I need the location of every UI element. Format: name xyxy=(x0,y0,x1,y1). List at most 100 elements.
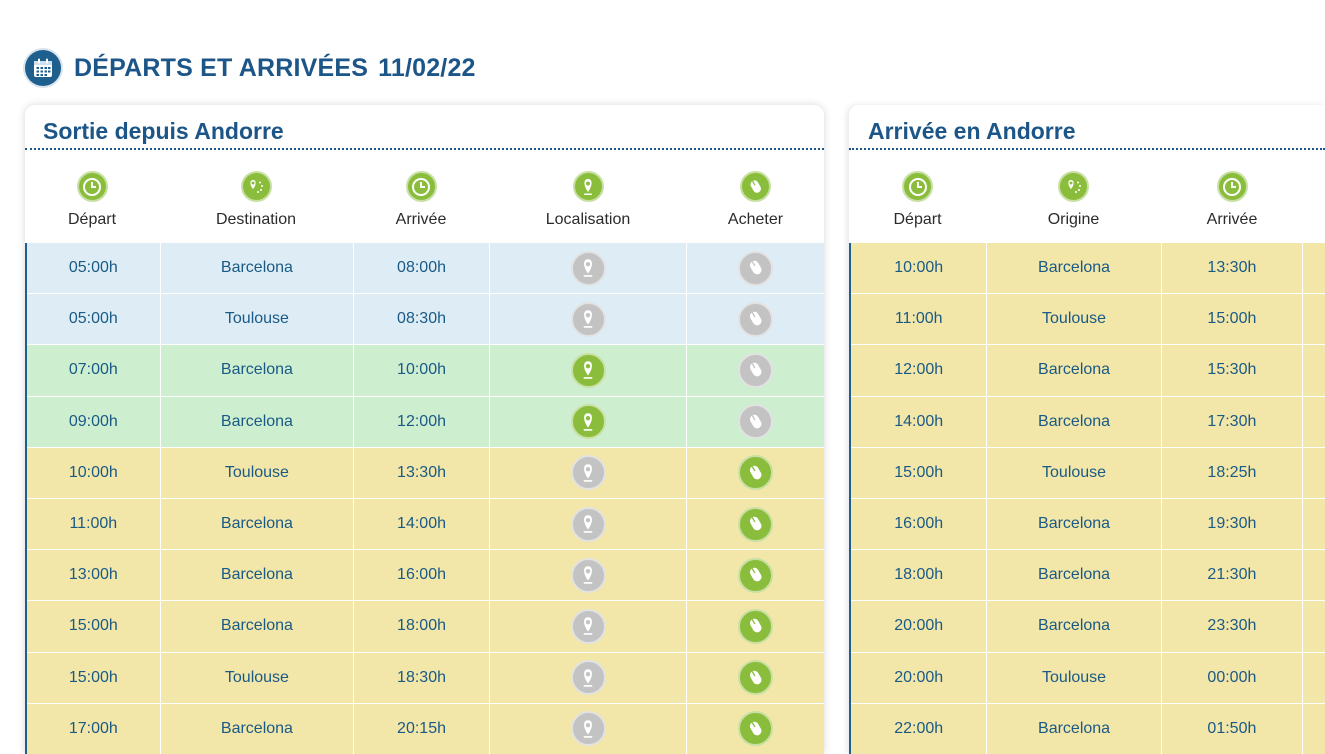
location-cell xyxy=(490,703,688,754)
mouse-icon[interactable] xyxy=(738,557,774,593)
mouse-icon[interactable] xyxy=(738,506,774,542)
departures-panel: Sortie depuis Andorre Départ Destination… xyxy=(25,105,824,754)
destination: Barcelona xyxy=(161,498,355,550)
buy-cell xyxy=(687,704,824,754)
depart-time: 20:00h xyxy=(851,652,988,703)
depart-time: 07:00h xyxy=(27,345,161,396)
location-pin-icon[interactable] xyxy=(570,557,606,593)
table-row: 13:00h Barcelona 16:00h xyxy=(27,550,824,602)
arrival-time: 16:00h xyxy=(354,550,490,601)
clock-icon xyxy=(902,171,933,202)
mouse-icon[interactable] xyxy=(738,301,774,337)
buy-cell xyxy=(687,397,824,447)
location-pin-icon[interactable] xyxy=(570,506,606,542)
truncated-cell xyxy=(1303,448,1325,498)
destination: Barcelona xyxy=(161,550,355,601)
destination: Toulouse xyxy=(161,652,355,703)
location-cell xyxy=(490,345,688,396)
arrival-time: 23:30h xyxy=(1162,601,1304,652)
location-cell xyxy=(490,601,688,652)
arrival-time: 19:30h xyxy=(1162,498,1304,550)
route-icon xyxy=(240,171,272,202)
header-depart-label: Départ xyxy=(893,211,942,228)
depart-time: 15:00h xyxy=(851,447,988,498)
header-origine-label: Origine xyxy=(1047,211,1100,228)
destination: Toulouse xyxy=(161,294,355,345)
depart-time: 10:00h xyxy=(27,447,161,498)
depart-time: 17:00h xyxy=(27,703,161,754)
departures-header-row: Départ Destination Arrivée Localisation … xyxy=(25,150,824,243)
buy-cell xyxy=(687,499,824,549)
location-pin-icon[interactable] xyxy=(570,711,606,747)
origin: Barcelona xyxy=(987,601,1162,652)
header-arrivee: Arrivée xyxy=(1161,150,1303,243)
mouse-icon[interactable] xyxy=(738,352,774,388)
truncated-cell xyxy=(1303,601,1325,651)
arrival-time: 15:00h xyxy=(1162,294,1304,345)
header-origine: Origine xyxy=(986,150,1161,243)
location-cell xyxy=(490,396,688,447)
arrival-time: 08:30h xyxy=(354,294,490,345)
truncated-cell xyxy=(1303,345,1325,395)
mouse-icon[interactable] xyxy=(738,711,774,747)
location-pin-icon[interactable] xyxy=(570,608,606,644)
origin: Barcelona xyxy=(987,703,1162,754)
table-row: 18:00h Barcelona 21:30h xyxy=(851,550,1325,602)
buy-cell xyxy=(687,550,824,600)
origin: Barcelona xyxy=(987,345,1162,396)
mouse-icon[interactable] xyxy=(738,660,774,696)
clock-icon xyxy=(1216,171,1248,202)
departures-title: Sortie depuis Andorre xyxy=(25,105,824,150)
mouse-icon xyxy=(740,171,771,202)
header-destination-label: Destination xyxy=(215,211,297,228)
arrival-time: 21:30h xyxy=(1162,550,1304,601)
location-cell xyxy=(490,243,688,294)
table-row: 12:00h Barcelona 15:30h xyxy=(851,345,1325,397)
arrival-time: 10:00h xyxy=(354,345,490,396)
destination: Barcelona xyxy=(161,601,355,652)
depart-time: 11:00h xyxy=(851,294,988,345)
arrival-time: 12:00h xyxy=(354,396,490,447)
buy-cell xyxy=(687,653,824,703)
arrival-time: 13:30h xyxy=(354,447,490,498)
header-depart: Départ xyxy=(25,150,159,243)
arrival-time: 14:00h xyxy=(354,498,490,550)
location-pin-icon[interactable] xyxy=(570,660,606,696)
arrival-time: 15:30h xyxy=(1162,345,1304,396)
buy-cell xyxy=(687,448,824,498)
arrivals-table-body: 10:00h Barcelona 13:30h 11:00h Toulouse 15:00… xyxy=(849,243,1325,754)
location-cell xyxy=(490,652,688,703)
mouse-icon[interactable] xyxy=(738,608,774,644)
table-row: 10:00h Toulouse 13:30h xyxy=(27,447,824,499)
buy-cell xyxy=(687,243,824,293)
origin: Barcelona xyxy=(987,396,1162,447)
location-pin-icon[interactable] xyxy=(570,250,606,286)
location-pin-icon[interactable] xyxy=(570,455,606,491)
header-depart: Départ xyxy=(849,150,986,243)
table-row: 15:00h Toulouse 18:30h xyxy=(27,652,824,704)
arrival-time: 13:30h xyxy=(1162,243,1304,294)
mouse-icon[interactable] xyxy=(738,404,774,440)
table-row: 11:00h Toulouse 15:00h xyxy=(851,294,1325,346)
page-header: DÉPARTS ET ARRIVÉES 11/02/22 xyxy=(25,50,476,86)
location-pin-icon xyxy=(572,171,604,202)
header-localisation: Localisation xyxy=(489,150,687,243)
location-pin-icon[interactable] xyxy=(570,301,606,337)
location-pin-icon[interactable] xyxy=(570,352,606,388)
destination: Barcelona xyxy=(161,703,355,754)
truncated-cell xyxy=(1303,397,1325,447)
mouse-icon[interactable] xyxy=(738,455,774,491)
location-cell xyxy=(490,498,688,550)
table-row: 20:00h Barcelona 23:30h xyxy=(851,601,1325,653)
page-date: 11/02/22 xyxy=(378,53,476,82)
truncated-cell xyxy=(1303,653,1325,703)
location-pin-icon[interactable] xyxy=(570,404,606,440)
table-row: 14:00h Barcelona 17:30h xyxy=(851,396,1325,448)
table-row: 15:00h Barcelona 18:00h xyxy=(27,601,824,653)
truncated-cell xyxy=(1303,294,1325,344)
table-row: 11:00h Barcelona 14:00h xyxy=(27,498,824,551)
header-acheter-label: Acheter xyxy=(727,211,784,228)
clock-icon xyxy=(405,171,437,202)
location-cell xyxy=(490,447,688,498)
mouse-icon[interactable] xyxy=(738,250,774,286)
